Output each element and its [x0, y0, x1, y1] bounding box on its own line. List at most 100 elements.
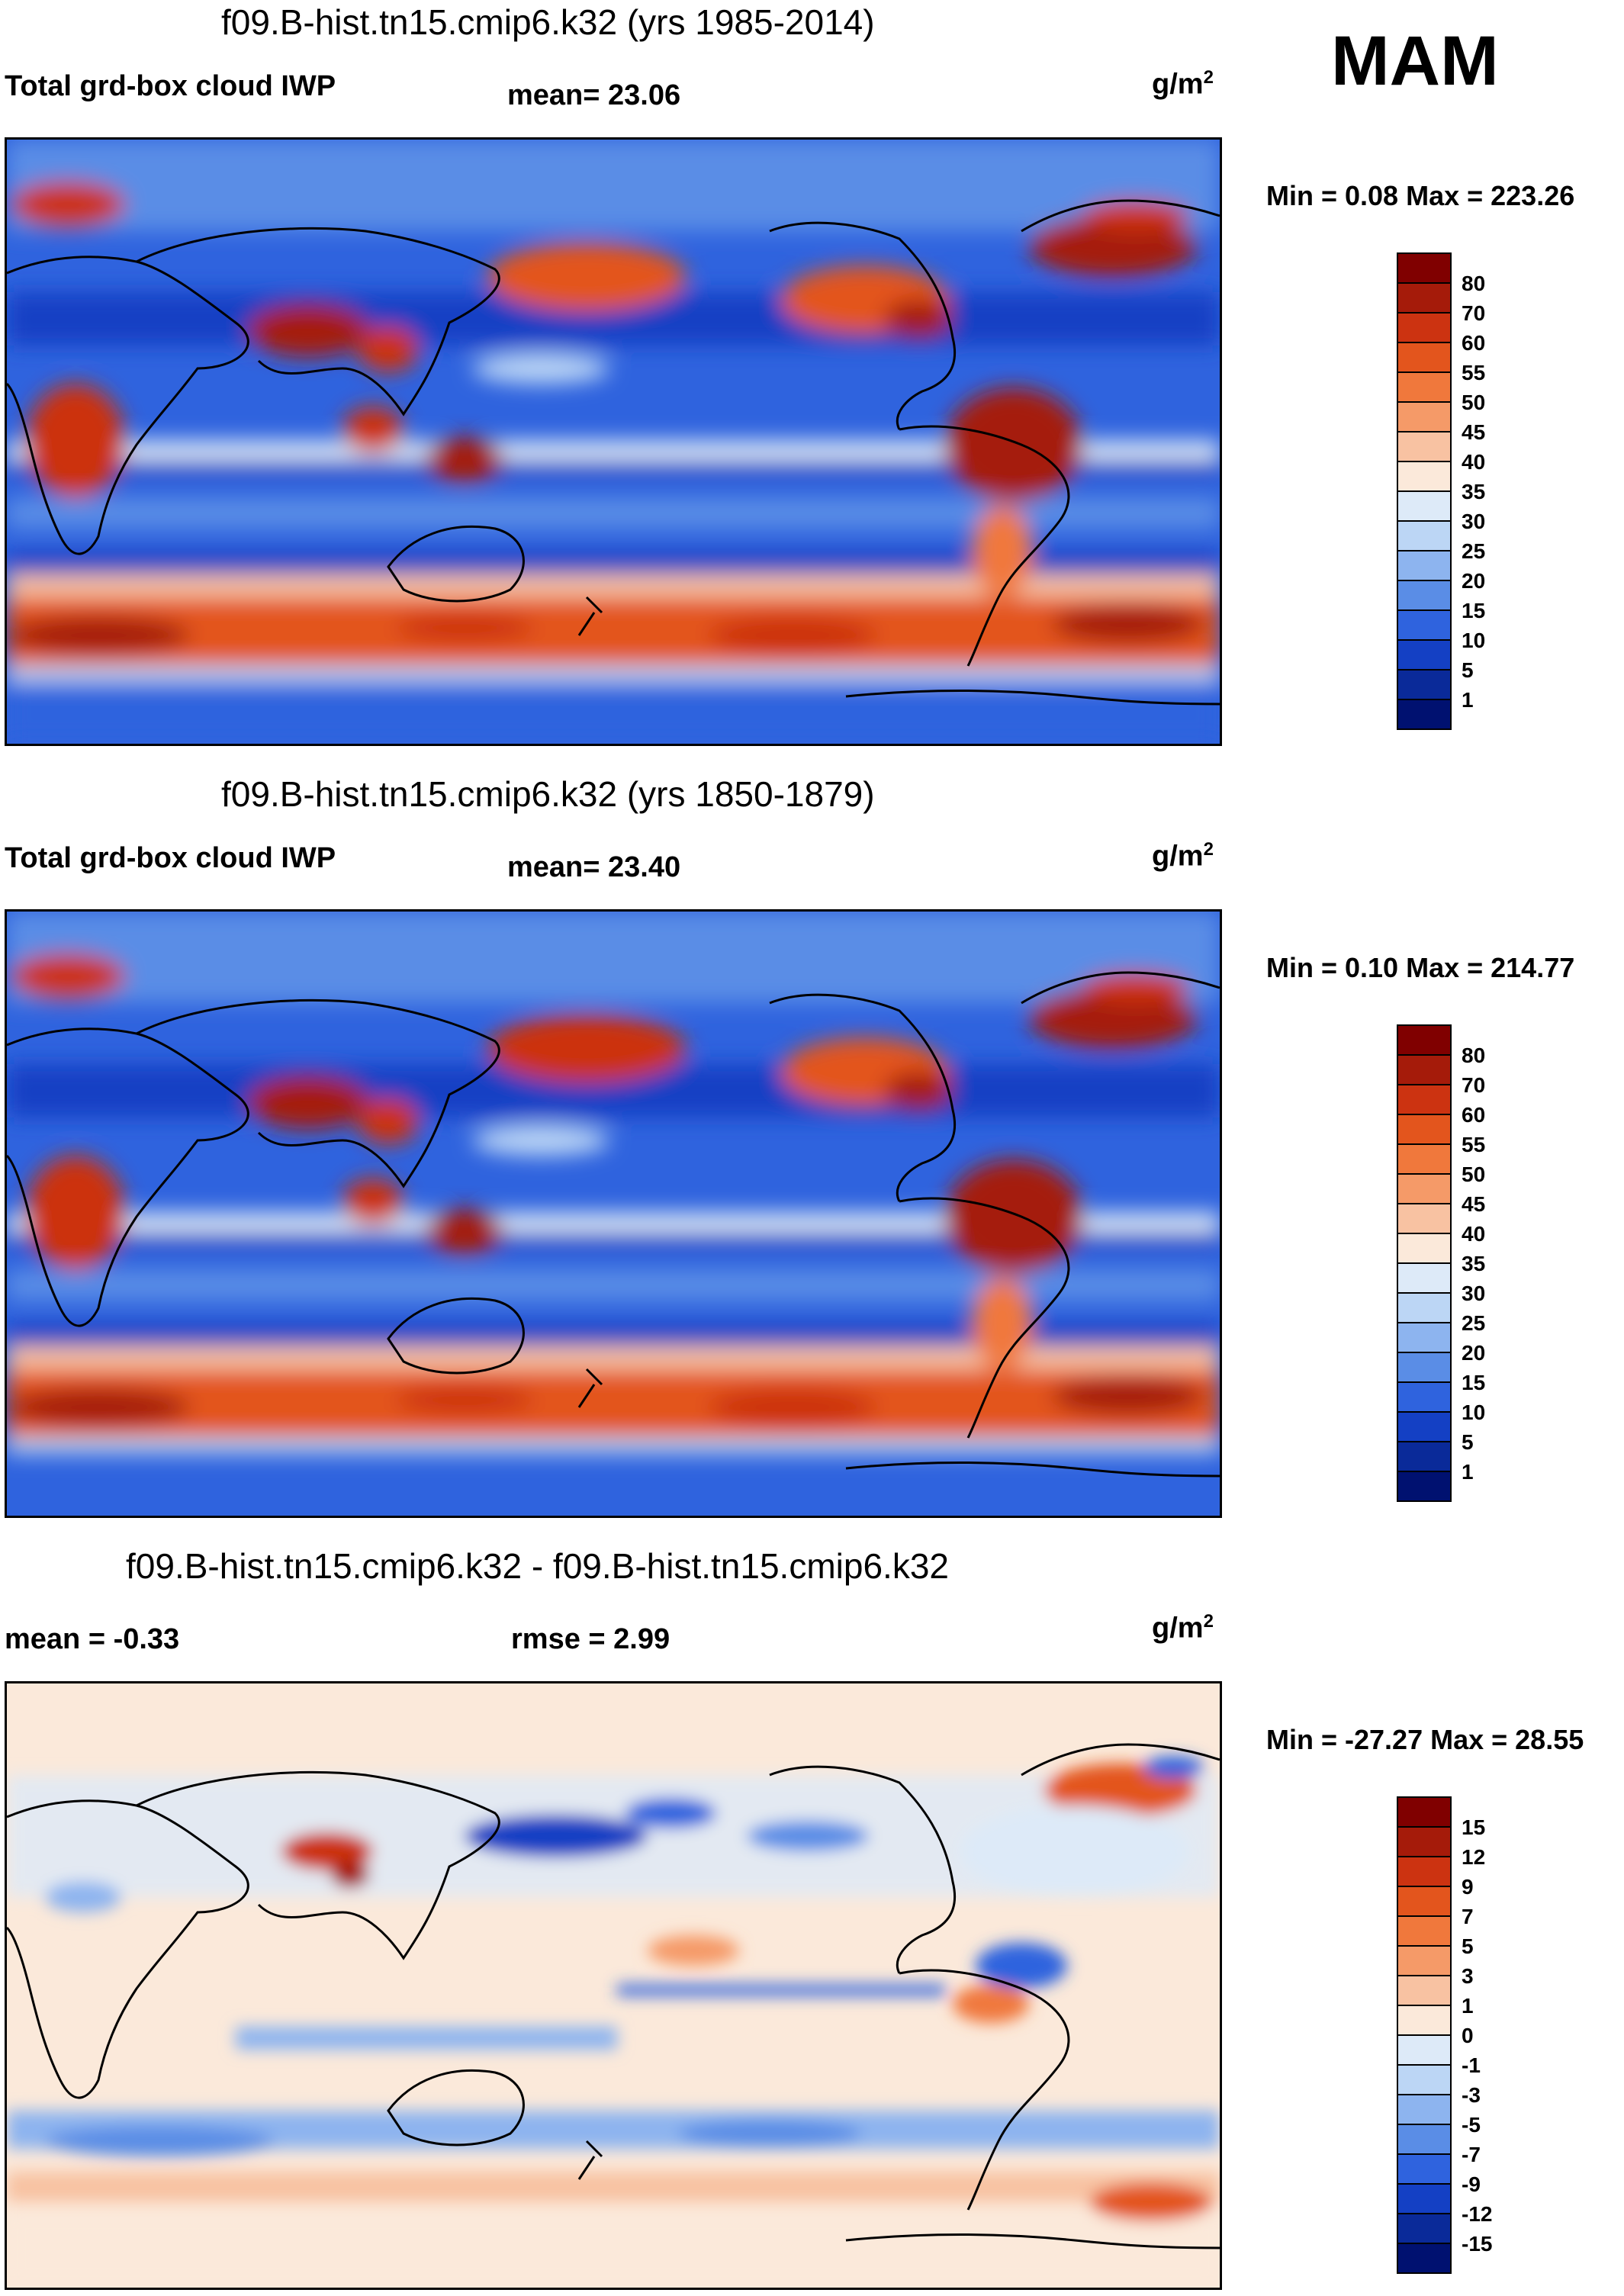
colorbar-swatch — [1397, 2005, 1452, 2036]
colorbar-swatch — [1397, 312, 1452, 343]
colorbar-label: 1 — [1462, 1460, 1474, 1484]
colorbar-label: 5 — [1462, 658, 1474, 682]
colorbar-label: 1 — [1462, 1994, 1474, 2018]
panel-1-map — [5, 137, 1222, 746]
colorbar-label: 0 — [1462, 2024, 1474, 2047]
panel-3-colorbar: 15 12 9 7 5 3 1 0 -1 -3 -5 -7 -9 -12 -15 — [1396, 1796, 1594, 2278]
colorbar-swatch — [1397, 1203, 1452, 1234]
colorbar-swatch — [1397, 1322, 1452, 1353]
colorbar-label: 45 — [1462, 1192, 1485, 1216]
colorbar-label: 35 — [1462, 1252, 1485, 1275]
colorbar-swatch — [1397, 699, 1452, 730]
colorbar-swatch — [1397, 1143, 1452, 1175]
colorbar-label: 45 — [1462, 420, 1485, 444]
panel-3-map — [5, 1681, 1222, 2290]
colorbar-swatch — [1397, 1084, 1452, 1115]
colorbar-swatch — [1397, 1411, 1452, 1442]
panel-1-colorbar-svg: 80 70 60 55 50 45 40 35 30 25 20 15 10 5 1 — [1397, 252, 1485, 730]
colorbar-label: -7 — [1462, 2143, 1481, 2166]
panel-1-mean-label: mean= 23.06 — [507, 79, 681, 111]
colorbar-swatch — [1397, 1114, 1452, 1145]
colorbar-label: -9 — [1462, 2172, 1481, 2196]
colorbar-label: -15 — [1462, 2232, 1492, 2256]
colorbar-swatch — [1397, 1441, 1452, 1472]
colorbar-swatch — [1397, 609, 1452, 641]
colorbar-swatch — [1397, 550, 1452, 581]
panel-3-minmax: Min = -27.27 Max = 28.55 — [1266, 1724, 1584, 1755]
colorbar-label: 60 — [1462, 1103, 1485, 1127]
colorbar-swatch — [1397, 371, 1452, 403]
panel-2-colorbar: 80 70 60 55 50 45 40 35 30 25 20 15 10 5 1 — [1396, 1024, 1594, 1506]
colorbar-swatch — [1397, 1173, 1452, 1204]
colorbar-swatch — [1397, 1233, 1452, 1264]
colorbar-label: 40 — [1462, 450, 1485, 474]
colorbar-swatch — [1397, 1054, 1452, 1085]
colorbar-label: 10 — [1462, 629, 1485, 652]
colorbar-swatch — [1397, 252, 1452, 284]
colorbar-swatch — [1397, 2213, 1452, 2244]
colorbar-label: 15 — [1462, 1371, 1485, 1394]
colorbar-swatch — [1397, 282, 1452, 314]
panel-2-mean-label: mean= 23.40 — [507, 851, 681, 883]
colorbar-swatch — [1397, 1915, 1452, 1947]
colorbar-label: 12 — [1462, 1845, 1485, 1869]
colorbar-label: 3 — [1462, 1964, 1474, 1988]
colorbar-swatch — [1397, 1381, 1452, 1413]
colorbar-label: 5 — [1462, 1934, 1474, 1958]
panel-1-colorbar: 80 70 60 55 50 45 40 35 30 25 20 15 10 5 1 — [1396, 252, 1594, 734]
colorbar-label: -12 — [1462, 2202, 1492, 2226]
colorbar-label: 80 — [1462, 272, 1485, 295]
colorbar-swatch — [1397, 431, 1452, 462]
colorbar-swatch — [1397, 2094, 1452, 2125]
colorbar-label: 25 — [1462, 539, 1485, 563]
colorbar-label: 35 — [1462, 480, 1485, 503]
colorbar-label: 30 — [1462, 1281, 1485, 1305]
colorbar-swatch — [1397, 461, 1452, 492]
colorbar-label: 7 — [1462, 1905, 1474, 1928]
colorbar-label: -5 — [1462, 2113, 1481, 2137]
colorbar-label: 70 — [1462, 1073, 1485, 1097]
colorbar-label: -3 — [1462, 2083, 1481, 2107]
colorbar-swatch — [1397, 1826, 1452, 1857]
panel-3-title: f09.B-hist.tn15.cmip6.k32 - f09.B-hist.t… — [126, 1546, 949, 1586]
colorbar-label: 1 — [1462, 688, 1474, 712]
colorbar-label: 10 — [1462, 1400, 1485, 1424]
colorbar-swatch — [1397, 2064, 1452, 2095]
panel-1-unit: g/m2 — [1152, 67, 1214, 101]
colorbar-swatch — [1397, 342, 1452, 373]
colorbar-label: 20 — [1462, 1341, 1485, 1365]
colorbar-swatch — [1397, 1262, 1452, 1294]
colorbar-swatch — [1397, 1796, 1452, 1828]
colorbar-swatch — [1397, 580, 1452, 611]
colorbar-swatch — [1397, 490, 1452, 522]
colorbar-swatch — [1397, 2153, 1452, 2185]
colorbar-label: 55 — [1462, 361, 1485, 384]
colorbar-label: 15 — [1462, 599, 1485, 622]
panel-3-rmse-label: rmse = 2.99 — [511, 1623, 671, 1655]
colorbar-label: 55 — [1462, 1133, 1485, 1156]
colorbar-label: 70 — [1462, 301, 1485, 325]
panel-1-minmax: Min = 0.08 Max = 223.26 — [1266, 180, 1575, 211]
colorbar-label: 20 — [1462, 569, 1485, 593]
colorbar-label: 40 — [1462, 1222, 1485, 1246]
panel-2-map — [5, 909, 1222, 1518]
colorbar-label: 30 — [1462, 510, 1485, 533]
panel-2-variable-label: Total grd-box cloud IWP — [5, 842, 336, 874]
panel-2-title: f09.B-hist.tn15.cmip6.k32 (yrs 1850-1879… — [221, 774, 875, 814]
colorbar-label: 5 — [1462, 1430, 1474, 1454]
colorbar-label: 9 — [1462, 1875, 1474, 1899]
colorbar-swatch — [1397, 639, 1452, 670]
panel-2-colorbar-svg: 80 70 60 55 50 45 40 35 30 25 20 15 10 5 1 — [1397, 1024, 1485, 1502]
panel-1-variable-label: Total grd-box cloud IWP — [5, 70, 336, 102]
panel-2-unit: g/m2 — [1152, 839, 1214, 873]
panel-3-mean-label: mean = -0.33 — [5, 1623, 180, 1655]
colorbar-label: -1 — [1462, 2053, 1481, 2077]
colorbar-swatch — [1397, 1856, 1452, 1887]
panel-2-minmax: Min = 0.10 Max = 214.77 — [1266, 952, 1575, 983]
colorbar-label: 80 — [1462, 1043, 1485, 1067]
colorbar-swatch — [1397, 1886, 1452, 1917]
colorbar-label: 15 — [1462, 1815, 1485, 1839]
colorbar-label: 60 — [1462, 331, 1485, 355]
colorbar-swatch — [1397, 1292, 1452, 1323]
colorbar-swatch — [1397, 1945, 1452, 1976]
